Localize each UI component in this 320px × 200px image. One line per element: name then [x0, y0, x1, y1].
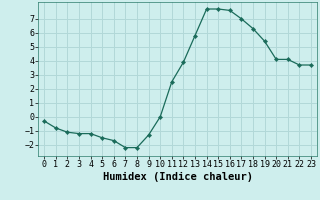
X-axis label: Humidex (Indice chaleur): Humidex (Indice chaleur): [103, 172, 252, 182]
